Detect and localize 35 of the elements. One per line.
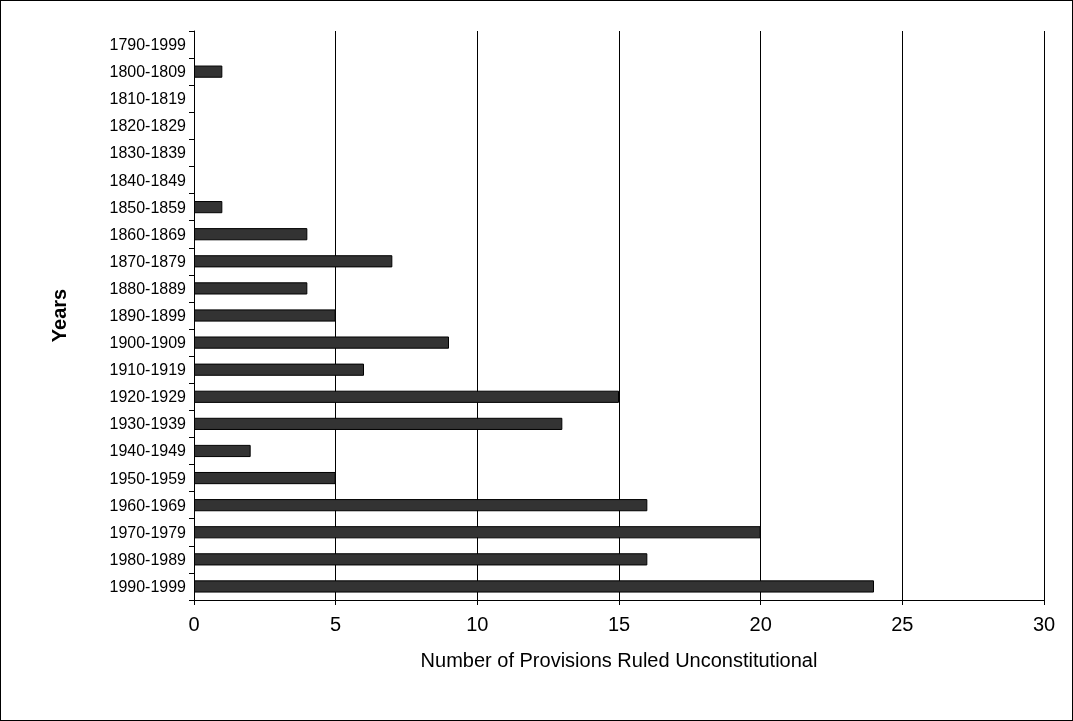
y-tick-label: 1880-1889: [109, 279, 187, 297]
x-tick-label: 0: [188, 613, 200, 635]
x-axis-title: Number of Provisions Ruled Unconstitutional: [420, 649, 818, 671]
bar: [194, 444, 251, 458]
y-tick-label: 1860-1869: [109, 225, 187, 243]
y-tick-label: 1930-1939: [109, 415, 187, 433]
y-tick-label: 1940-1949: [109, 442, 187, 460]
y-tick-label: 1990-1999: [109, 577, 187, 595]
bar: [194, 201, 223, 214]
y-tick-label: 1950-1959: [109, 469, 187, 487]
y-tick-label: 1830-1839: [109, 144, 187, 162]
y-tick-label: 1890-1899: [109, 307, 187, 324]
y-tick-label: 1820-1829: [109, 117, 187, 135]
bar: [194, 65, 223, 78]
y-tick-label: 1870-1879: [109, 252, 187, 270]
y-tick-label: 1980-1989: [109, 550, 187, 568]
x-tick-label: 15: [607, 613, 631, 635]
y-axis-title: Years: [48, 288, 70, 343]
y-tick-label: 1960-1969: [109, 496, 187, 514]
x-tick-label: 30: [1032, 613, 1056, 635]
y-tick-label: 1850-1859: [109, 198, 187, 216]
x-tick-label: 5: [330, 613, 342, 635]
x-tick-label: 10: [466, 613, 489, 635]
bar: [194, 228, 308, 241]
bar: [194, 282, 308, 295]
y-tick-label: 1900-1909: [109, 334, 187, 352]
x-tick-label: 25: [891, 613, 914, 635]
y-tick-label: 1840-1849: [109, 171, 187, 189]
y-tick-label: 1790-1999: [109, 36, 187, 54]
y-tick-label: 1920-1929: [109, 388, 187, 406]
x-tick-label: 20: [749, 613, 772, 635]
y-tick-label: 1800-1809: [109, 63, 187, 81]
y-tick-label: 1910-1919: [109, 361, 187, 379]
y-tick-label: 1970-1979: [109, 523, 187, 541]
y-tick-label: 1810-1819: [109, 90, 187, 108]
